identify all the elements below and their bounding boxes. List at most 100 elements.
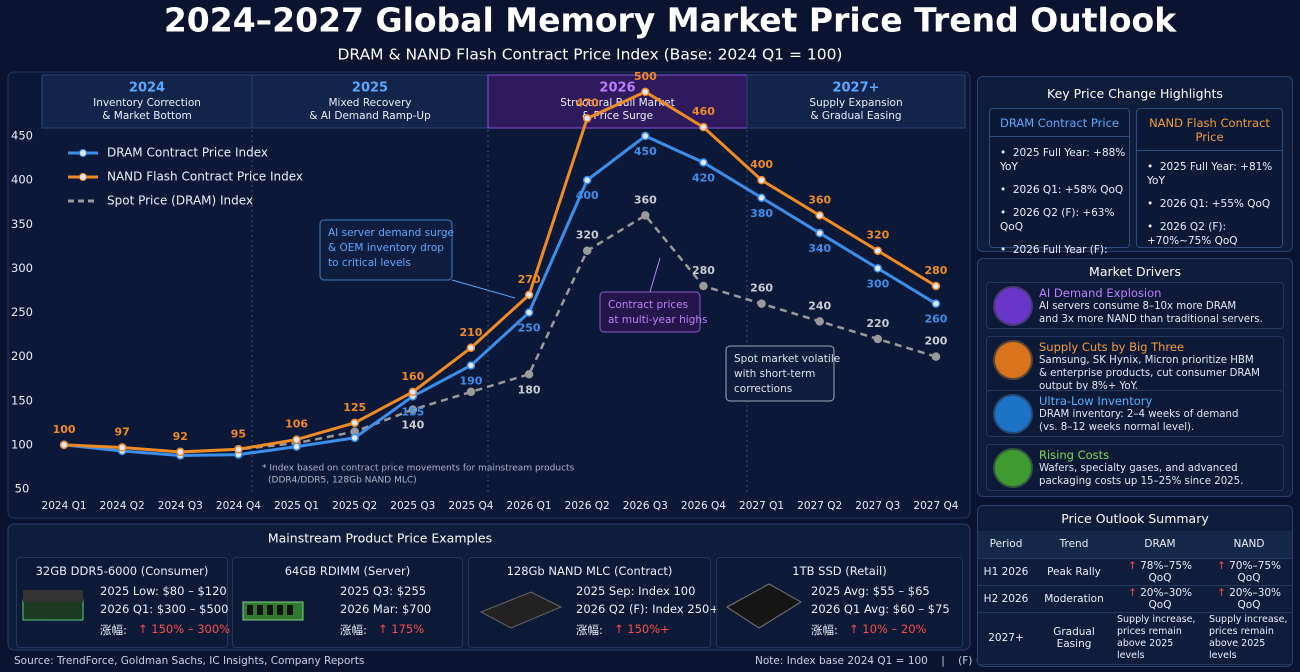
data-point — [524, 308, 534, 317]
highlight-item: 2026 Q2 (F): +70%~75% QoQ — [1147, 220, 1282, 248]
period-year: 2024 — [129, 81, 165, 96]
data-label: 97 — [115, 426, 130, 439]
driver-icon — [995, 396, 1031, 432]
annotation-arrow — [451, 279, 516, 299]
legend-label: NAND Flash Contract Price Index — [107, 170, 303, 184]
driver-text: DRAM inventory: 2–4 weeks of demand (vs. … — [1039, 408, 1238, 434]
column-title: DRAM Contract Price — [990, 109, 1129, 137]
highlight-text: 2025 Full Year: +88% YoY — [1000, 146, 1129, 174]
data-label: 210 — [459, 326, 482, 339]
driver-icon — [995, 450, 1031, 486]
summary-panel: Price Outlook Summary Period Trend DRAM NAN… — [977, 505, 1293, 667]
period-line: Mixed Recovery — [328, 97, 411, 109]
data-point — [699, 281, 708, 291]
data-label: 420 — [692, 171, 715, 184]
legend-marker — [79, 173, 87, 181]
summary-header: Period Trend DRAM NAND — [978, 531, 1292, 559]
data-point — [873, 264, 883, 273]
annotation-box — [319, 219, 453, 281]
annotation-text: Contract prices — [608, 299, 688, 311]
summary-cell: 2027+ — [978, 612, 1034, 665]
summary-cell: H2 2026 — [978, 585, 1034, 613]
data-point — [117, 443, 127, 452]
data-point — [641, 211, 650, 220]
data-point — [466, 343, 476, 353]
data-label: 470 — [576, 96, 599, 109]
summary-cell: Peak Rally — [1034, 558, 1114, 586]
x-tick-label: 2025 Q3 — [390, 500, 435, 512]
summary-header-cell: Trend — [1034, 531, 1114, 559]
y-tick-label: 350 — [11, 217, 33, 231]
drivers-panel: Market Drivers AI Demand Explosion AI ser… — [977, 258, 1293, 497]
data-point — [59, 440, 69, 450]
legend-label: DRAM Contract Price Index — [107, 146, 268, 160]
product-change-label: 涨幅: — [576, 623, 603, 637]
data-point — [524, 290, 534, 300]
footnote: * Index based on contract price movement… — [262, 464, 575, 474]
series-line — [63, 90, 937, 454]
x-tick-label: 2026 Q4 — [681, 500, 726, 512]
driver-line: AI servers consume 8–10x more DRAM — [1039, 301, 1237, 312]
highlight-item: 2025 Full Year: +88% YoY — [1000, 146, 1129, 174]
data-label: 95 — [231, 427, 246, 440]
annotation-box — [599, 291, 701, 333]
data-label: 360 — [808, 193, 831, 206]
data-point — [292, 442, 301, 451]
y-tick-label: 150 — [11, 393, 33, 407]
data-label: 320 — [576, 229, 599, 242]
data-label: 92 — [173, 430, 188, 443]
annotation-arrow — [649, 257, 661, 293]
product-line: 2026 Q1: $300 – $500 — [100, 602, 229, 616]
products-title: Mainstream Product Price Examples — [268, 531, 492, 546]
data-point — [408, 387, 418, 397]
y-tick-label: 400 — [11, 173, 33, 187]
annotation-text: to critical levels — [328, 257, 411, 269]
data-label: 400 — [750, 158, 773, 171]
period-year: 2025 — [352, 81, 388, 96]
driver-icon — [995, 342, 1031, 378]
data-point — [466, 361, 476, 370]
product-change-label: 涨幅: — [100, 623, 127, 637]
data-label: 240 — [808, 299, 831, 312]
driver-line: and 3x more NAND than traditional server… — [1039, 314, 1263, 325]
data-point — [582, 175, 592, 185]
product-card: 32GB DDR5-6000 (Consumer) 2025 Low: $80 –… — [16, 557, 230, 648]
chart-panel — [7, 71, 971, 519]
x-tick-label: 2025 Q4 — [448, 500, 493, 512]
y-tick-label: 50 — [15, 482, 30, 496]
data-label: 260 — [924, 313, 947, 326]
product-change-label: 涨幅: — [811, 623, 838, 637]
period-line: Inventory Correction — [93, 97, 201, 109]
driver-item: AI Demand Explosion AI servers consume 8–… — [986, 282, 1284, 329]
summary-cell: ↑ 20%–30% QoQ — [1114, 585, 1206, 613]
product-change: ↑ 150%+ — [614, 622, 670, 636]
period-year: 2027+ — [832, 81, 879, 96]
highlight-item: 2026 Q1: +55% QoQ — [1147, 197, 1282, 211]
product-line: 2026 Q1 Avg: $60 – $75 — [811, 602, 950, 616]
data-label: 400 — [576, 189, 599, 202]
highlight-item: 2026 Q2 (F): +63% QoQ — [1000, 206, 1129, 234]
page-subtitle: DRAM & NAND Flash Contract Price Index (… — [338, 46, 843, 64]
driver-line: output by 8%+ YoY. — [1039, 381, 1139, 392]
driver-item: Supply Cuts by Big Three Samsung, SK Hyni… — [986, 336, 1284, 394]
data-label: 190 — [459, 374, 482, 387]
data-point — [699, 158, 708, 167]
driver-line: (vs. 8–12 weeks normal level). — [1039, 422, 1195, 433]
data-point — [815, 211, 824, 220]
x-tick-label: 2026 Q3 — [623, 500, 668, 512]
data-label: 500 — [634, 70, 657, 83]
summary-row: H1 2026 Peak Rally ↑ 78%–75% QoQ ↑ 70%–75% … — [978, 558, 1292, 586]
data-point — [350, 433, 359, 443]
x-tick-label: 2026 Q1 — [507, 500, 552, 512]
data-point — [931, 299, 941, 308]
product-image — [242, 601, 304, 621]
x-tick-label: 2027 Q3 — [855, 500, 900, 512]
y-tick-label: 100 — [11, 437, 33, 451]
data-point — [931, 352, 941, 361]
driver-item: Rising Costs Wafers, specialty gases, and… — [986, 444, 1284, 491]
data-point — [815, 317, 824, 326]
x-tick-label: 2027 Q2 — [797, 500, 842, 512]
highlights-panel: Key Price Change Highlights DRAM Contrac… — [977, 76, 1293, 284]
data-point — [234, 445, 243, 454]
annotation-text: corrections — [734, 383, 792, 395]
